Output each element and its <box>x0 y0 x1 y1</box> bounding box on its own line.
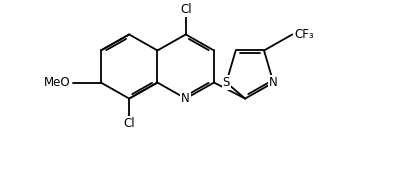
Text: CF₃: CF₃ <box>294 28 314 41</box>
Text: S: S <box>223 76 230 89</box>
Text: MeO: MeO <box>44 76 71 89</box>
Text: Cl: Cl <box>180 3 192 16</box>
Text: N: N <box>181 92 190 105</box>
Text: Cl: Cl <box>124 117 135 130</box>
Text: N: N <box>269 76 278 89</box>
